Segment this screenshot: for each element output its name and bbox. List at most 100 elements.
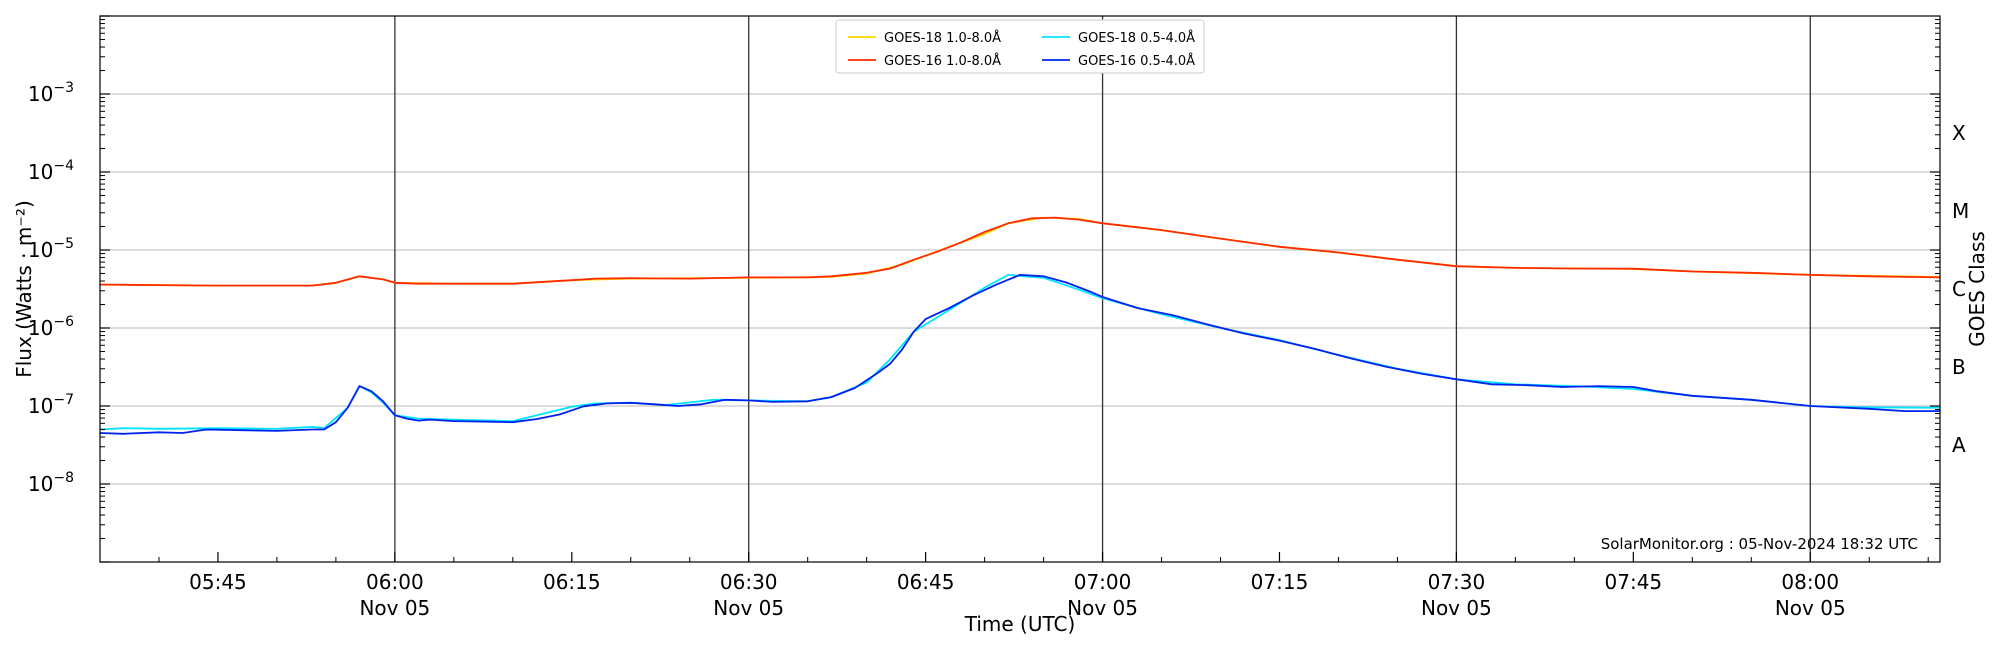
y-tick-exponent: −5 [53, 236, 74, 252]
data-point [606, 402, 608, 404]
y-tick-exponent: −8 [53, 470, 74, 486]
data-point [807, 400, 809, 402]
data-point [453, 420, 455, 422]
y-tick-label: 10−5 [28, 236, 74, 262]
y-tick-exponent: −6 [53, 314, 74, 330]
data-point [948, 307, 950, 309]
data-point [1007, 222, 1009, 224]
data-point [877, 371, 880, 373]
data-point [276, 428, 278, 430]
data-point [1385, 366, 1387, 368]
goes-class-labels: X M C B A [1952, 121, 1969, 457]
data-point [748, 276, 750, 278]
x-tick-label: 07:00 [1074, 570, 1132, 594]
data-point [1137, 307, 1139, 309]
data-point [948, 309, 950, 311]
data-point [1208, 324, 1210, 326]
data-point [866, 381, 868, 384]
goes-class-label: B [1952, 355, 1966, 379]
data-point [158, 428, 160, 430]
y-tick-base: 10 [28, 472, 53, 496]
x-tick-date: Nov 05 [1421, 596, 1492, 620]
data-point [571, 406, 573, 408]
x-tick-label: 06:15 [543, 570, 601, 594]
y-tick-labels: 10−810−710−610−510−410−3 [28, 80, 74, 496]
data-point [1160, 229, 1163, 231]
data-point [960, 241, 962, 243]
x-tick-label: 07:15 [1251, 570, 1309, 594]
data-point [771, 401, 773, 403]
y-tick-label: 10−6 [28, 314, 74, 340]
data-point [748, 399, 750, 401]
data-point [417, 283, 420, 285]
x-tick-label: 08:00 [1781, 570, 1839, 594]
legend-entries: GOES-18 1.0-8.0Å GOES-18 0.5-4.0Å GOES-16 … [848, 30, 1195, 69]
data-point [1219, 238, 1222, 240]
y-tick-base: 10 [28, 160, 53, 184]
data-point [583, 405, 585, 407]
data-point [1054, 217, 1056, 219]
data-point [807, 276, 809, 278]
data-point [984, 287, 986, 289]
legend: GOES-18 1.0-8.0Å GOES-18 0.5-4.0Å GOES-16 … [835, 19, 1205, 74]
y-tick-base: 10 [28, 316, 53, 340]
data-point [1632, 268, 1634, 270]
x-tick-label: 07:45 [1605, 570, 1663, 594]
data-point [559, 413, 561, 415]
axis-ticks [99, 15, 1940, 563]
data-point [1019, 274, 1021, 276]
data-point [1066, 282, 1068, 284]
data-point [240, 429, 243, 431]
data-point [700, 403, 703, 405]
data-point [913, 259, 915, 261]
x-tick-label: 05:45 [189, 570, 247, 594]
data-point [571, 279, 573, 281]
data-point [936, 251, 939, 253]
data-point [889, 363, 891, 365]
data-point [382, 278, 384, 280]
data-point [1031, 217, 1033, 219]
data-point [1043, 275, 1045, 277]
data-point [1514, 267, 1516, 269]
data-point [347, 407, 349, 409]
y-tick-base: 10 [28, 238, 53, 262]
data-point [889, 358, 891, 360]
data-point [1750, 399, 1752, 401]
data-point [394, 414, 396, 416]
data-point [630, 277, 632, 279]
data-point [1102, 296, 1104, 298]
data-point [535, 418, 538, 420]
data-point [217, 285, 219, 287]
x-axis-title: Time (UTC) [964, 612, 1076, 636]
data-point [889, 267, 891, 270]
goes-class-label: X [1952, 121, 1966, 145]
data-point [370, 390, 372, 392]
data-point [1868, 406, 1870, 408]
goes-class-label: C [1952, 277, 1966, 301]
data-point [1090, 291, 1092, 293]
data-point [1809, 405, 1811, 407]
data-point [1809, 274, 1811, 276]
data-point [653, 403, 656, 405]
data-point [1455, 265, 1457, 267]
data-point [995, 284, 998, 286]
y-tick-label: 10−8 [28, 470, 74, 496]
data-point [512, 283, 514, 285]
data-point [512, 421, 514, 423]
data-point [913, 331, 915, 333]
data-point [1278, 246, 1281, 248]
x-tick-label: 07:30 [1428, 570, 1486, 594]
data-point [123, 433, 125, 435]
data-point [1491, 383, 1493, 385]
right-axis-title: GOES Class [1965, 231, 1989, 347]
grid-lines [100, 93, 1940, 485]
data-point [1868, 408, 1870, 410]
x-tick-label: 06:45 [897, 570, 955, 594]
x-tick-label: 06:30 [720, 570, 778, 594]
data-point [217, 427, 219, 429]
data-point [358, 275, 361, 277]
data-point [1632, 386, 1634, 388]
x-tick-label: 06:00 [366, 570, 424, 594]
